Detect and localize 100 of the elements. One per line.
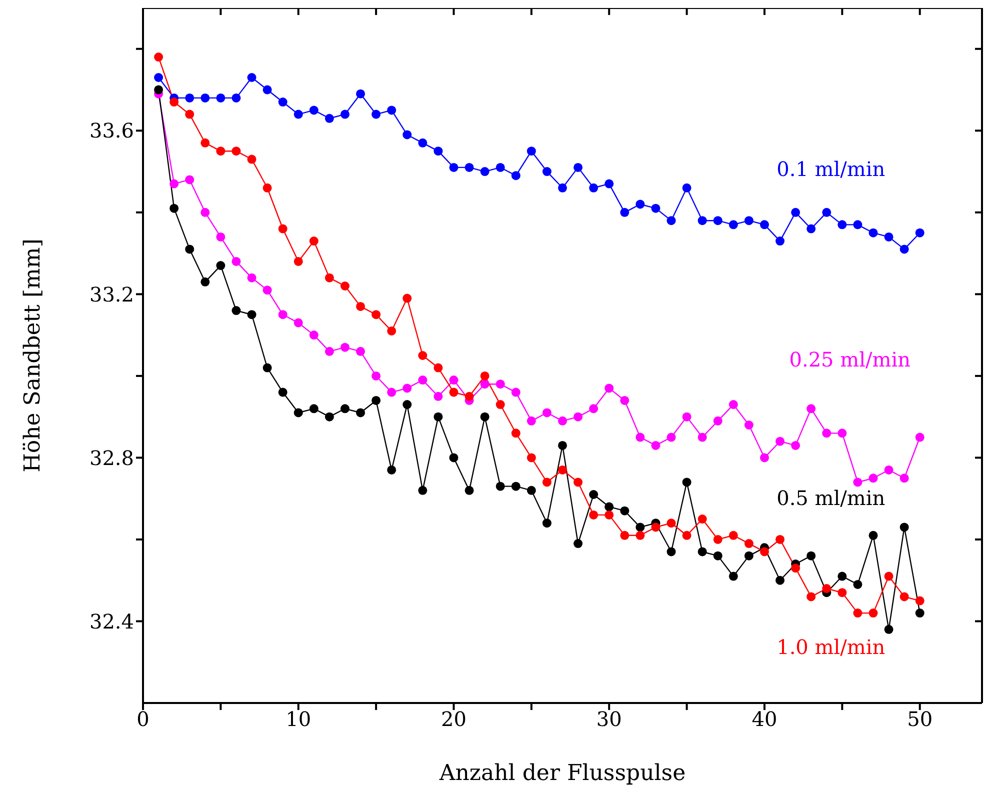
point <box>418 351 428 360</box>
y-tick-label: 32.8 <box>89 446 134 470</box>
point <box>636 530 645 540</box>
point <box>309 330 318 340</box>
point <box>496 162 505 172</box>
point <box>574 412 583 422</box>
point <box>806 224 816 234</box>
point <box>511 482 520 491</box>
point <box>791 440 800 450</box>
x-tick-label: 40 <box>752 707 778 732</box>
point <box>728 572 738 581</box>
point <box>915 596 924 606</box>
point <box>574 162 583 172</box>
point <box>449 388 458 397</box>
point <box>247 73 256 82</box>
point <box>682 183 692 192</box>
point <box>464 486 474 495</box>
point <box>853 478 862 487</box>
y-tick-label: 33.6 <box>89 118 134 143</box>
point <box>294 256 303 266</box>
point <box>806 551 816 560</box>
point <box>372 371 381 380</box>
x-tick-label: 20 <box>441 707 466 732</box>
point <box>868 530 878 540</box>
series-label: 0.25 ml/min <box>789 347 911 372</box>
point <box>262 286 272 295</box>
point <box>294 318 303 328</box>
point <box>900 592 909 602</box>
point <box>356 302 366 311</box>
point <box>636 522 645 532</box>
point <box>402 400 412 410</box>
point <box>589 510 598 520</box>
x-tick-label: 50 <box>907 707 933 732</box>
x-tick-label: 0 <box>136 707 150 732</box>
point <box>278 388 288 397</box>
point <box>682 478 692 487</box>
point <box>262 363 272 372</box>
point <box>915 228 924 238</box>
point <box>604 179 614 188</box>
point <box>853 580 862 589</box>
point <box>418 138 428 148</box>
point <box>402 294 412 303</box>
point <box>526 416 536 426</box>
point <box>651 204 660 213</box>
point <box>324 412 334 422</box>
point <box>356 89 366 98</box>
point <box>185 244 194 254</box>
point <box>682 412 692 422</box>
series-label: 0.5 ml/min <box>776 486 886 510</box>
point <box>868 608 878 618</box>
point <box>776 436 785 446</box>
point <box>324 273 334 282</box>
point <box>604 510 614 520</box>
point <box>698 514 707 524</box>
point <box>309 236 318 246</box>
point <box>760 453 769 462</box>
point <box>232 146 241 156</box>
point <box>200 277 210 286</box>
point <box>170 98 179 107</box>
point <box>574 478 583 487</box>
point <box>744 551 754 560</box>
point <box>154 73 164 82</box>
x-tick-label: 10 <box>286 707 312 732</box>
point <box>511 428 520 438</box>
point <box>713 216 722 226</box>
point <box>868 228 878 238</box>
point <box>698 216 707 226</box>
point <box>776 576 785 585</box>
point <box>247 310 256 320</box>
point <box>558 416 567 426</box>
point <box>309 106 318 115</box>
point <box>449 162 458 172</box>
point <box>574 539 583 548</box>
point <box>200 208 210 217</box>
x-axis-title: Anzahl der Flusspulse <box>438 761 686 786</box>
point <box>278 310 288 320</box>
point <box>232 256 241 266</box>
point <box>216 146 226 156</box>
point <box>728 220 738 230</box>
point <box>744 216 754 226</box>
point <box>838 220 847 230</box>
point <box>278 224 288 234</box>
point <box>620 506 630 516</box>
point <box>822 208 832 217</box>
x-tick-label: 30 <box>596 707 622 732</box>
point <box>744 420 754 430</box>
point <box>526 146 536 156</box>
point <box>464 392 474 401</box>
point <box>713 416 722 426</box>
point <box>387 106 396 115</box>
point <box>449 453 458 462</box>
point <box>232 93 241 102</box>
point <box>589 490 598 499</box>
point <box>838 572 847 581</box>
point <box>853 608 862 618</box>
point <box>713 551 722 560</box>
point <box>651 522 660 532</box>
point <box>900 522 909 532</box>
y-axis-title: Höhe Sandbett [mm] <box>20 238 46 472</box>
point <box>542 408 552 418</box>
